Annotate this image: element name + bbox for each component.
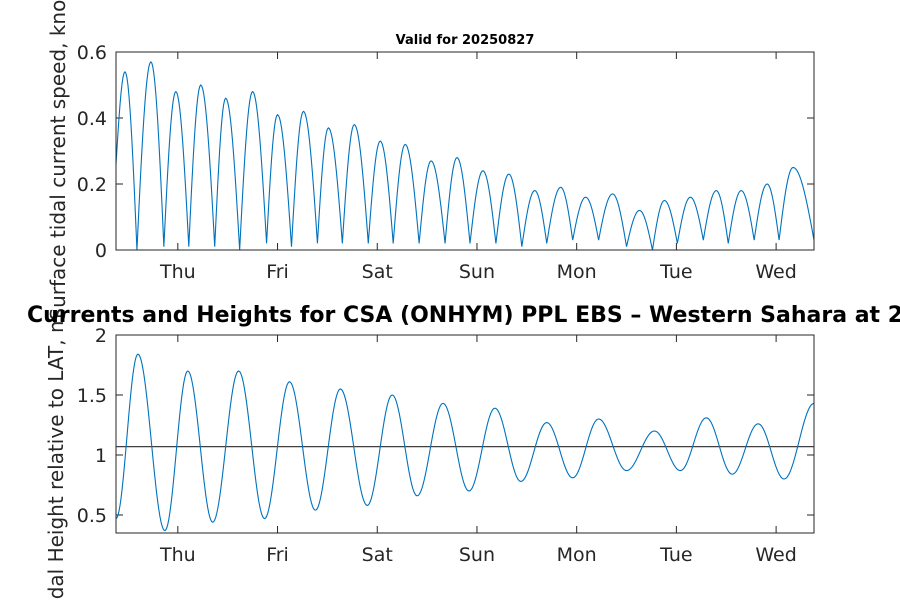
height-x-tick-label: Wed bbox=[755, 544, 796, 566]
height-y-tick-label: 1.5 bbox=[77, 385, 107, 407]
height-y-tick-label: 1 bbox=[95, 445, 107, 467]
height-x-tick-label: Mon bbox=[557, 544, 597, 566]
height-x-ticks: Thu Fri Sat Sun Mon Tue Wed bbox=[159, 335, 797, 566]
current-speed-panel: 0 0.2 0.4 0.6 Thu Fri Sat Sun Mon Tue Wed Valid f… bbox=[46, 0, 815, 321]
current-y-tick-label: 0.4 bbox=[77, 108, 107, 130]
current-x-tick-label: Thu bbox=[159, 261, 196, 283]
current-x-tick-label: Mon bbox=[557, 261, 597, 283]
current-plot-area bbox=[116, 52, 814, 250]
current-y-tick-label: 0 bbox=[95, 240, 107, 262]
tidal-height-panel: 0.5 1 1.5 2 Thu Fri Sat Sun Mon Tue Wed Tidal Hei… bbox=[44, 314, 815, 600]
height-x-tick-label: Tue bbox=[659, 544, 692, 566]
height-y-tick-label: 0.5 bbox=[77, 505, 107, 527]
current-x-tick-label: Sun bbox=[459, 261, 495, 283]
height-y-tick-label: 2 bbox=[95, 325, 107, 347]
current-x-ticks: Thu Fri Sat Sun Mon Tue Wed bbox=[159, 52, 797, 283]
current-speed-line bbox=[115, 61, 815, 251]
height-plot-area bbox=[116, 335, 814, 533]
current-y-axis-label: Surface tidal current speed, knots bbox=[46, 0, 70, 321]
height-x-tick-label: Sun bbox=[459, 544, 495, 566]
chart-subtitle: Valid for 20250827 bbox=[396, 33, 535, 48]
height-y-ticks: 0.5 1 1.5 2 bbox=[77, 325, 814, 527]
current-y-tick-label: 0.6 bbox=[77, 42, 107, 64]
tidal-height-line bbox=[115, 353, 815, 532]
height-x-tick-label: Thu bbox=[159, 544, 196, 566]
current-x-tick-label: Fri bbox=[266, 261, 289, 283]
current-x-tick-label: Sat bbox=[362, 261, 393, 283]
height-y-axis-label: Tidal Height relative to LAT, m bbox=[44, 314, 68, 600]
current-axes-box bbox=[115, 51, 815, 251]
height-x-tick-label: Sat bbox=[362, 544, 393, 566]
height-x-tick-label: Fri bbox=[266, 544, 289, 566]
main-title: Currents and Heights for CSA (ONHYM) PPL… bbox=[27, 303, 900, 328]
current-x-tick-label: Tue bbox=[659, 261, 692, 283]
current-x-tick-label: Wed bbox=[755, 261, 796, 283]
height-axes-box bbox=[115, 334, 815, 534]
current-y-tick-label: 0.2 bbox=[77, 174, 107, 196]
